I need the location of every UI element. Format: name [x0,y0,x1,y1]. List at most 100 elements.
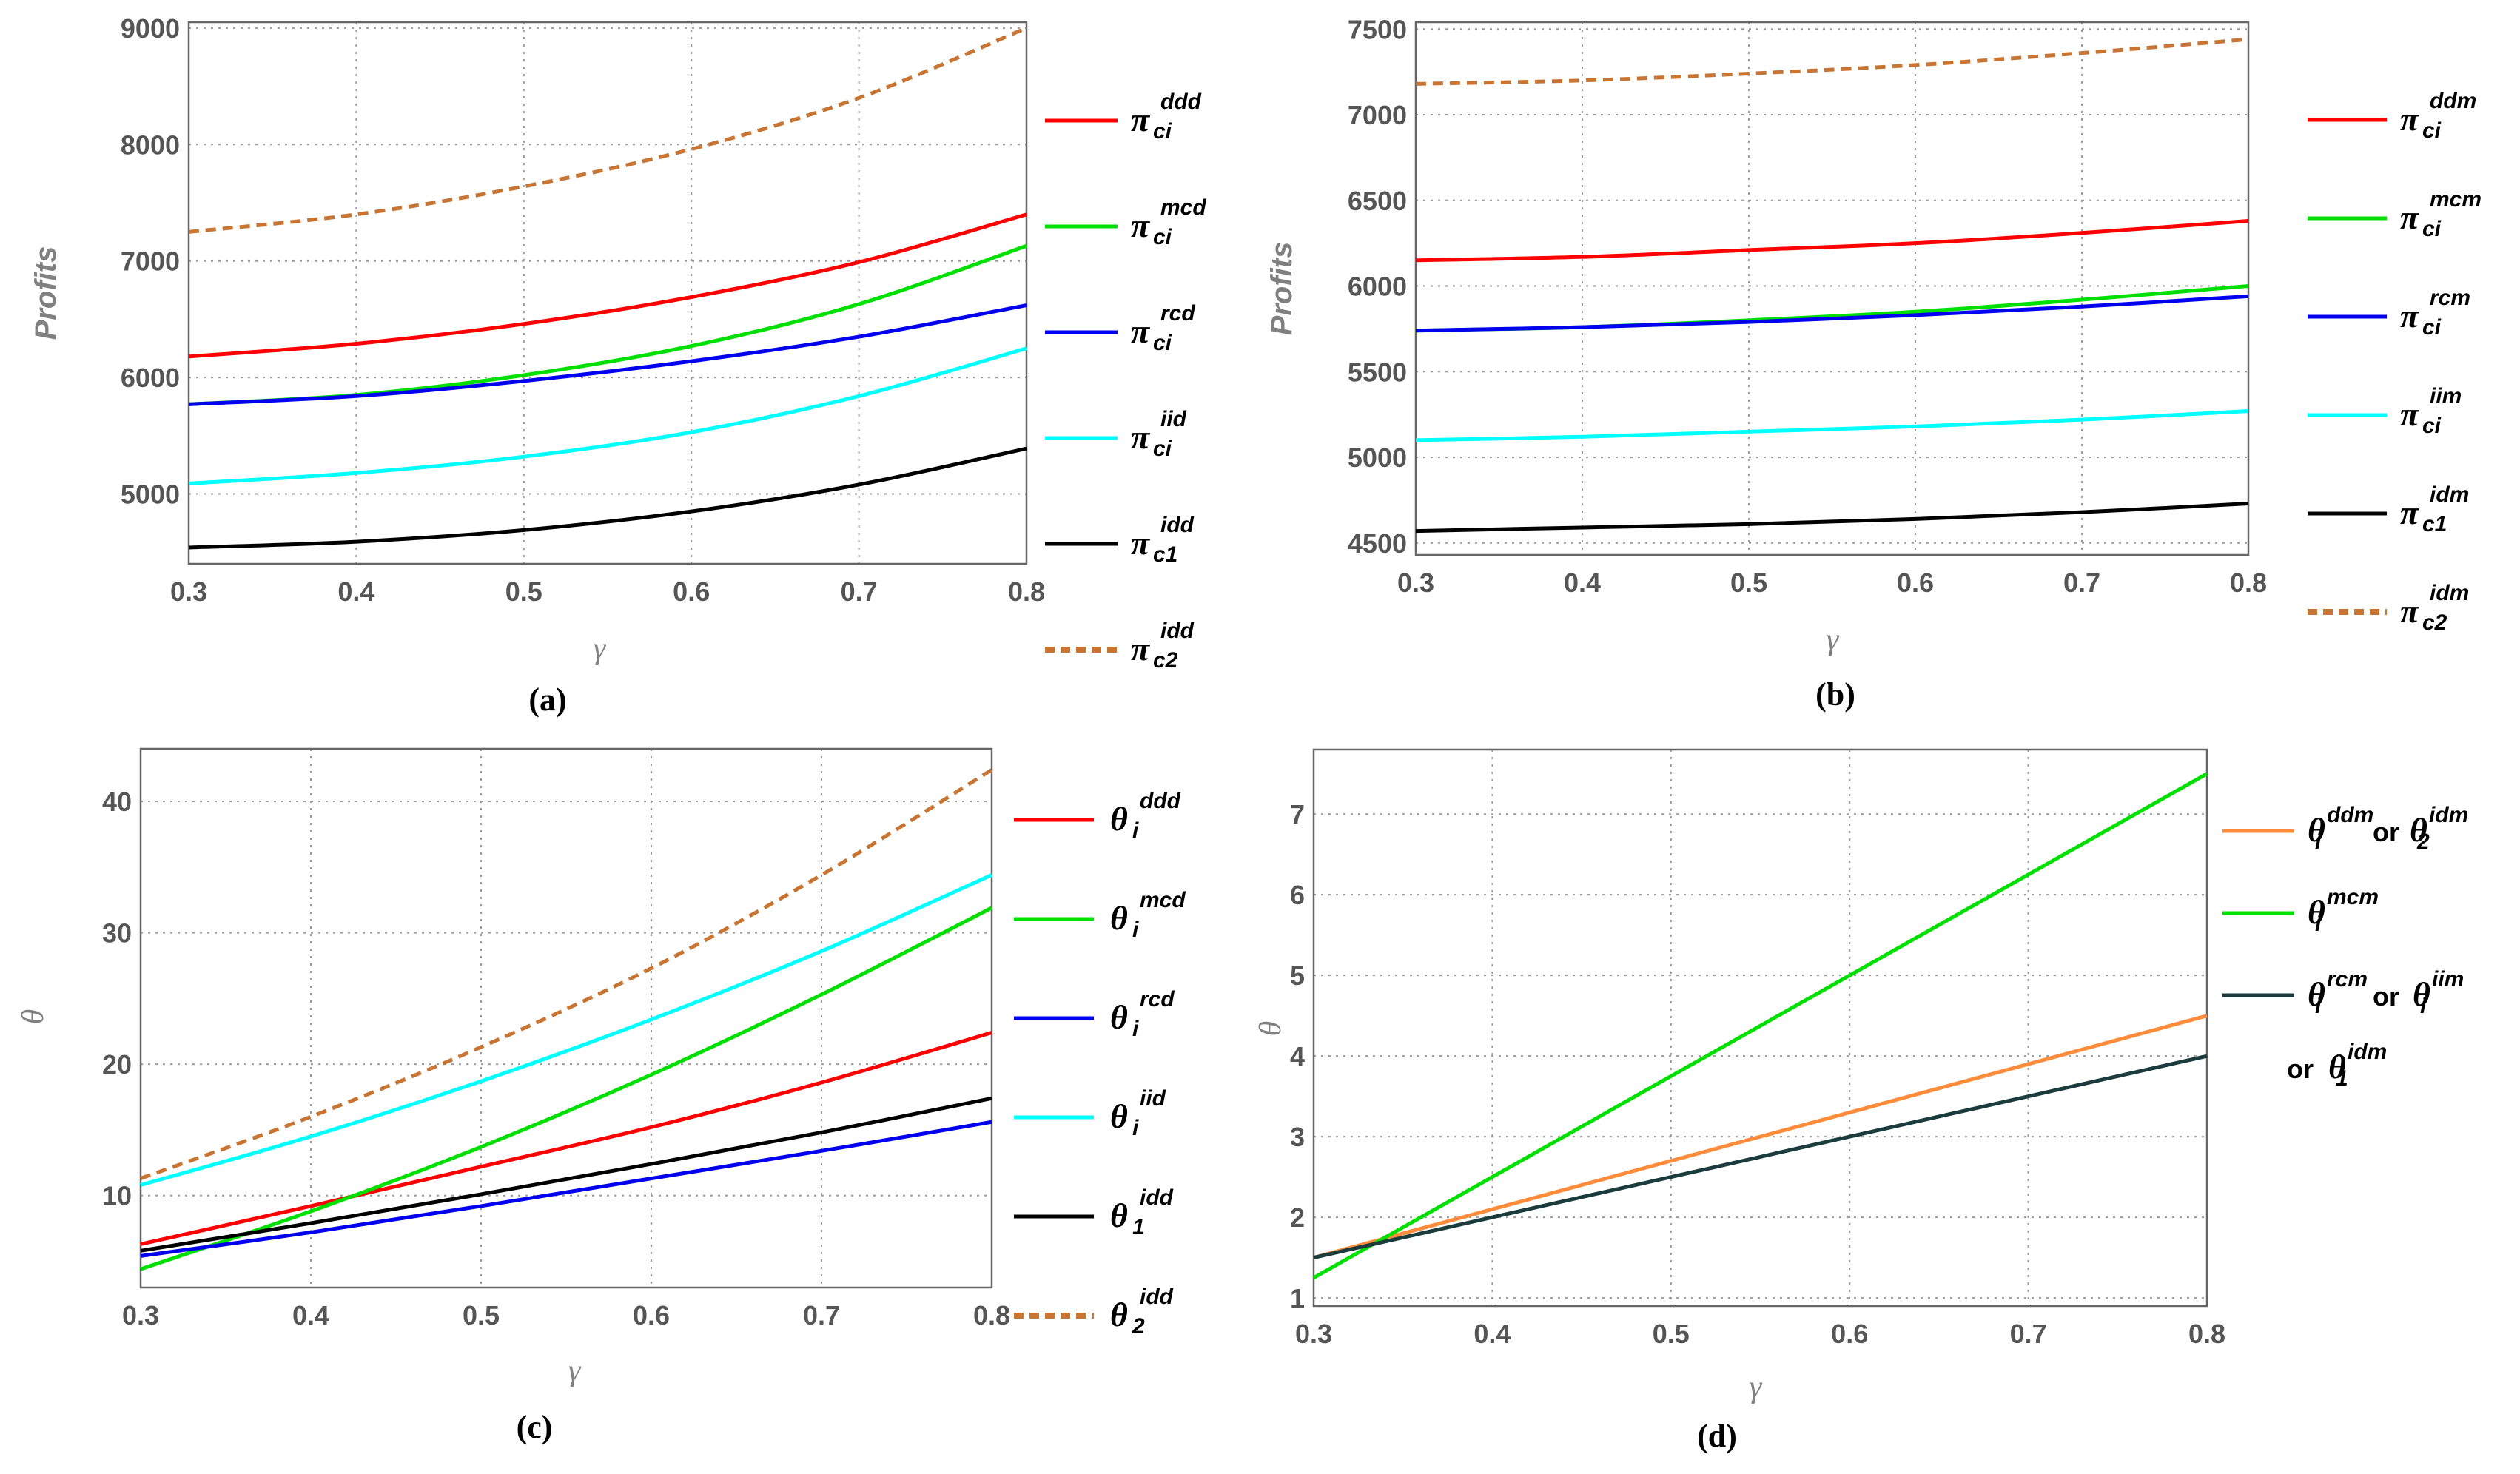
panel-caption: (d) [1697,1418,1737,1454]
x-tick-label: 0.3 [170,576,207,607]
plot-frame [187,21,1028,565]
y-tick-label: 40 [102,787,132,817]
series-line-c-4 [140,1096,992,1253]
legend-superscript: ddd [1140,789,1181,813]
legend-entry-continued: or θ1idm [2287,1040,2387,1091]
legend-superscript: idd [1160,619,1195,643]
legend-or: or [2287,1054,2314,1084]
legend-superscript: mcm [2430,187,2482,212]
series-line-b-5 [1415,37,2249,86]
y-tick-label: 5500 [1348,357,1407,387]
x-axis-label: γ [594,632,607,666]
y-tick-label: 7000 [121,246,180,277]
legend-entry: π ci rcd [1131,301,1195,355]
legend-entry: θ ircd [1110,987,1175,1041]
y-tick-label: 7000 [1348,100,1407,130]
plot-frame [1312,748,2208,1308]
legend-subscript: ci [1153,437,1172,461]
panel-caption: (b) [1815,676,1855,713]
legend-entry: π ci iid [1131,407,1187,461]
legend-symbol: π [2400,592,2420,630]
x-axis-label: γ [568,1354,582,1388]
series-line-c-2 [140,1120,992,1258]
legend-symbol: θ [1110,899,1128,937]
legend-superscript: mcd [1140,888,1186,912]
series-line-c-5 [140,768,993,1180]
legend-superscript: idm [2430,581,2469,605]
legend-symbol: θ [2413,975,2430,1013]
x-tick-label: 0.3 [1295,1319,1332,1349]
legend-superscript: rcm [2430,286,2470,310]
series-line-a-1 [188,243,1027,406]
legend-superscript: ddm [2327,803,2373,827]
legend-superscript: idd [1140,1285,1174,1309]
panel-a-profits-chart: 0.3 0.4 0.5 0.6 0.7 0.8 5000 6000 7000 8000 9000 γ P… [30,13,1206,718]
x-tick-label: 0.5 [505,576,542,607]
legend-symbol: θ [2328,1048,2346,1086]
x-tick-label: 0.6 [1897,568,1934,598]
legend-subscript: i [1132,1017,1139,1041]
legend-entry: π c1 idm [2400,482,2469,536]
x-axis-label: γ [1827,623,1840,657]
legend-subscript: i [2420,994,2427,1018]
legend-subscript: ci [1153,119,1172,144]
legend-entry: π c2 idm [2400,581,2469,635]
series-line-a-2 [188,303,1027,406]
legend-entry: π ci mcm [2400,187,2482,241]
legend-entry: θimcm [2308,885,2379,936]
legend-superscript: idm [2429,803,2468,827]
x-tick-label: 0.4 [337,576,374,607]
legend-subscript: 2 [2416,829,2430,854]
y-tick-label: 4500 [1348,528,1407,559]
legend-symbol: θ [2410,811,2427,849]
x-tick-label: 0.5 [1653,1319,1690,1349]
y-tick-label: 5000 [121,479,180,510]
legend-superscript: mcd [1160,195,1206,220]
legend-superscript: idm [2430,482,2469,507]
legend-symbol: π [2400,100,2420,138]
series-line-a-0 [188,212,1027,359]
legend-entry: θircmor θiiim [2308,967,2464,1018]
plot-frame [139,747,993,1289]
legend-subscript: i [1132,818,1139,843]
y-tick-label: 6500 [1348,186,1407,216]
y-tick-label: 7500 [1348,14,1407,44]
x-tick-label: 0.5 [463,1300,500,1330]
legend-entry: θ iddd [1110,789,1181,843]
legend-entry: π ci ddm [2400,89,2476,143]
legend-subscript: ci [2422,118,2442,143]
x-tick-label: 0.3 [122,1300,159,1330]
legend-symbol: π [1131,524,1151,562]
legend-subscript: i [1132,918,1139,942]
legend-symbol: π [1131,206,1151,244]
legend-symbol: π [2400,395,2420,433]
legend-entry: π ci ddd [1131,90,1202,144]
x-tick-label: 0.7 [2063,568,2100,598]
series-line-b-2 [1415,294,2249,333]
legend-subscript: c1 [1153,542,1177,567]
x-tick-label: 0.6 [633,1300,670,1330]
series-line-c-1 [140,906,993,1271]
x-tick-label: 0.8 [1008,576,1045,607]
series-line-d-1 [1312,772,2208,1280]
legend-subscript: c2 [2422,610,2447,635]
legend-entry: θ 2 idd [1110,1285,1174,1339]
y-tick-label: 7 [1290,799,1305,829]
legend-symbol: π [1131,630,1151,667]
x-tick-label: 0.8 [973,1300,1010,1330]
legend-symbol: π [1131,312,1151,350]
y-tick-label: 5000 [1348,442,1407,473]
series-line-d-2 [1313,1054,2208,1260]
x-tick-label: 0.4 [292,1300,329,1330]
legend-entry: π ci rcm [2400,286,2470,340]
legend-superscript: idd [1140,1185,1174,1210]
y-axis-label: θ [1254,1021,1288,1037]
y-tick-label: 10 [102,1181,132,1211]
series-line-c-0 [140,1031,992,1246]
x-tick-label: 0.8 [2188,1319,2225,1349]
y-axis-label: Profits [1266,242,1298,336]
legend-symbol: θ [2308,975,2325,1013]
x-tick-label: 0.6 [1831,1319,1868,1349]
panel-caption: (c) [517,1409,553,1445]
legend-symbol: θ [1110,1296,1128,1333]
